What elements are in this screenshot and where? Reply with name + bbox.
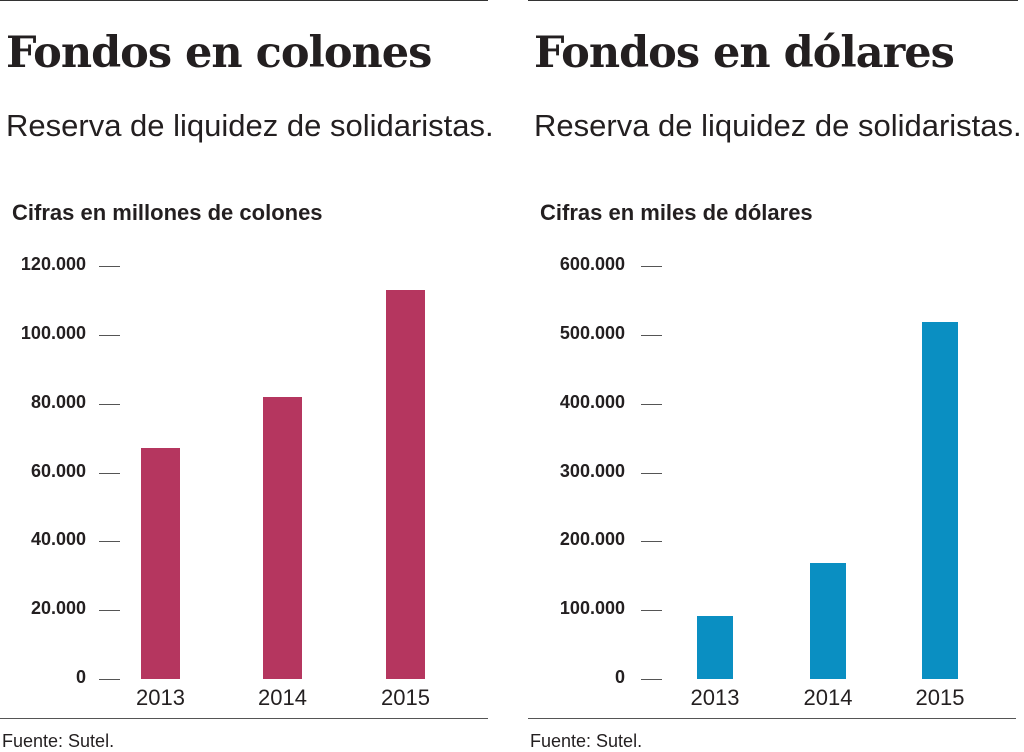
y-tick-label: 40.000 — [30, 529, 86, 550]
x-tick-label: 2015 — [381, 685, 430, 710]
chart-colones: Fondos en colones Reserva de liquidez de… — [0, 0, 494, 752]
bar-2015 — [386, 290, 425, 679]
y-tick-label: 0 — [614, 667, 625, 687]
x-tick-label: 2015 — [915, 685, 965, 710]
y-tick-mark — [641, 610, 662, 612]
chart-title: Fondos en dólares — [534, 28, 955, 78]
y-tick-mark — [99, 266, 120, 267]
bottom-rule — [0, 718, 488, 719]
bottom-rule — [528, 718, 1016, 719]
y-tick-label: 80.000 — [30, 391, 86, 412]
y-tick-mark — [99, 403, 120, 405]
y-tick-mark — [641, 679, 662, 680]
y-tick-label: 100.000 — [20, 322, 86, 343]
y-axis-label: Cifras en miles de dólares — [540, 200, 813, 225]
x-tick-label: 2014 — [258, 685, 307, 710]
y-axis-label: Cifras en millones de colones — [12, 200, 323, 225]
y-tick-mark — [99, 541, 120, 543]
y-tick-label: 0 — [75, 667, 86, 687]
x-tick-label: 2014 — [803, 685, 853, 710]
y-tick-mark — [641, 541, 662, 543]
y-tick-mark — [641, 472, 662, 474]
bar-2014 — [263, 396, 302, 679]
source-note: Fuente: Sutel. — [530, 731, 643, 751]
chart-subtitle: Reserva de liquidez de solidaristas. — [6, 108, 494, 143]
source-note: Fuente: Sutel. — [2, 731, 115, 751]
top-rule — [528, 0, 1018, 1]
x-tick-label: 2013 — [690, 685, 740, 710]
bar-2014 — [810, 562, 846, 679]
chart-title: Fondos en colones — [6, 28, 432, 78]
y-tick-mark — [99, 610, 120, 612]
y-tick-label: 300.000 — [559, 460, 625, 481]
y-tick-label: 600.000 — [559, 254, 625, 274]
bar-2015 — [922, 321, 958, 679]
y-tick-mark — [641, 403, 662, 405]
top-rule — [0, 0, 488, 1]
chart-subtitle: Reserva de liquidez de solidaristas. — [534, 108, 1022, 143]
y-tick-label: 60.000 — [30, 460, 86, 481]
bar-2013 — [697, 616, 733, 679]
y-tick-label: 400.000 — [559, 391, 625, 412]
y-tick-label: 120.000 — [20, 254, 86, 274]
bar-2013 — [141, 448, 180, 679]
y-tick-mark — [641, 266, 662, 267]
x-tick-label: 2013 — [136, 685, 185, 710]
chart-dolares: Fondos en dólares Reserva de liquidez de… — [528, 0, 1024, 752]
y-tick-mark — [99, 472, 120, 474]
y-tick-mark — [641, 334, 662, 336]
y-tick-label: 200.000 — [559, 529, 625, 550]
y-tick-mark — [99, 334, 120, 336]
y-tick-label: 20.000 — [30, 598, 86, 619]
y-tick-mark — [99, 679, 120, 680]
y-tick-label: 100.000 — [559, 598, 625, 619]
y-tick-label: 500.000 — [559, 322, 625, 343]
